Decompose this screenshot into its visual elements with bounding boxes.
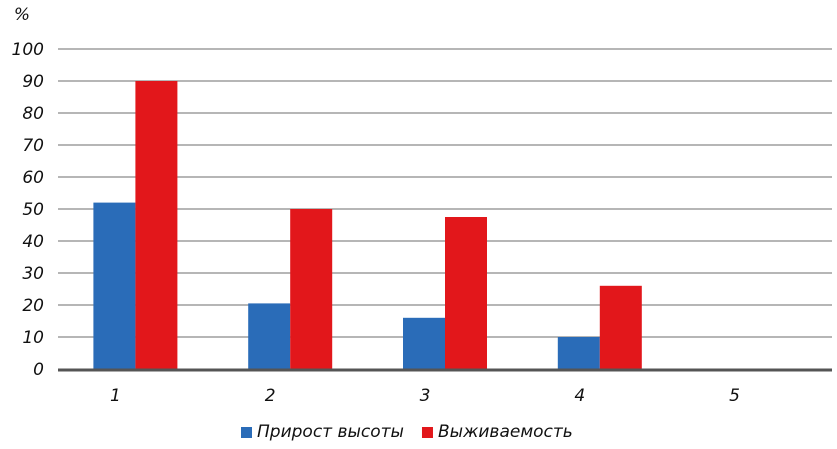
legend-swatch — [241, 427, 252, 438]
x-axis-ticks: 1 2 3 4 5 — [110, 386, 740, 406]
y-tick-label: 80 — [22, 104, 44, 124]
bar — [93, 202, 136, 369]
y-tick-label: 0 — [33, 360, 44, 380]
legend: Прирост высоты Выживаемость — [241, 422, 573, 442]
y-tick-label: 10 — [22, 328, 44, 348]
y-tick-label: 40 — [22, 232, 44, 252]
legend-label: Выживаемость — [438, 422, 573, 442]
x-tick-label: 1 — [110, 386, 121, 406]
y-tick-label: 70 — [22, 136, 44, 156]
bar — [248, 303, 291, 369]
bar — [403, 317, 445, 369]
x-tick-label: 4 — [574, 386, 585, 406]
y-axis-ticks: 0 10 20 30 40 50 60 70 80 90 100 — [12, 40, 44, 380]
x-tick-label: 2 — [265, 386, 276, 406]
y-tick-label: 50 — [22, 200, 44, 220]
gridlines — [58, 48, 832, 338]
bar — [557, 337, 600, 369]
legend-swatch — [421, 427, 433, 438]
y-tick-label: 30 — [22, 264, 44, 284]
bar — [290, 209, 333, 369]
bar — [445, 217, 487, 369]
x-tick-label: 3 — [420, 386, 431, 406]
bars — [93, 81, 642, 369]
y-axis-label: % — [14, 5, 30, 25]
legend-label: Прирост высоты — [257, 422, 404, 442]
x-tick-label: 5 — [729, 386, 740, 406]
y-tick-label: 60 — [22, 168, 44, 188]
y-tick-label: 90 — [22, 72, 44, 92]
bar — [599, 285, 642, 369]
y-tick-label: 100 — [12, 40, 44, 60]
y-tick-label: 20 — [22, 296, 44, 316]
bar — [135, 81, 178, 369]
